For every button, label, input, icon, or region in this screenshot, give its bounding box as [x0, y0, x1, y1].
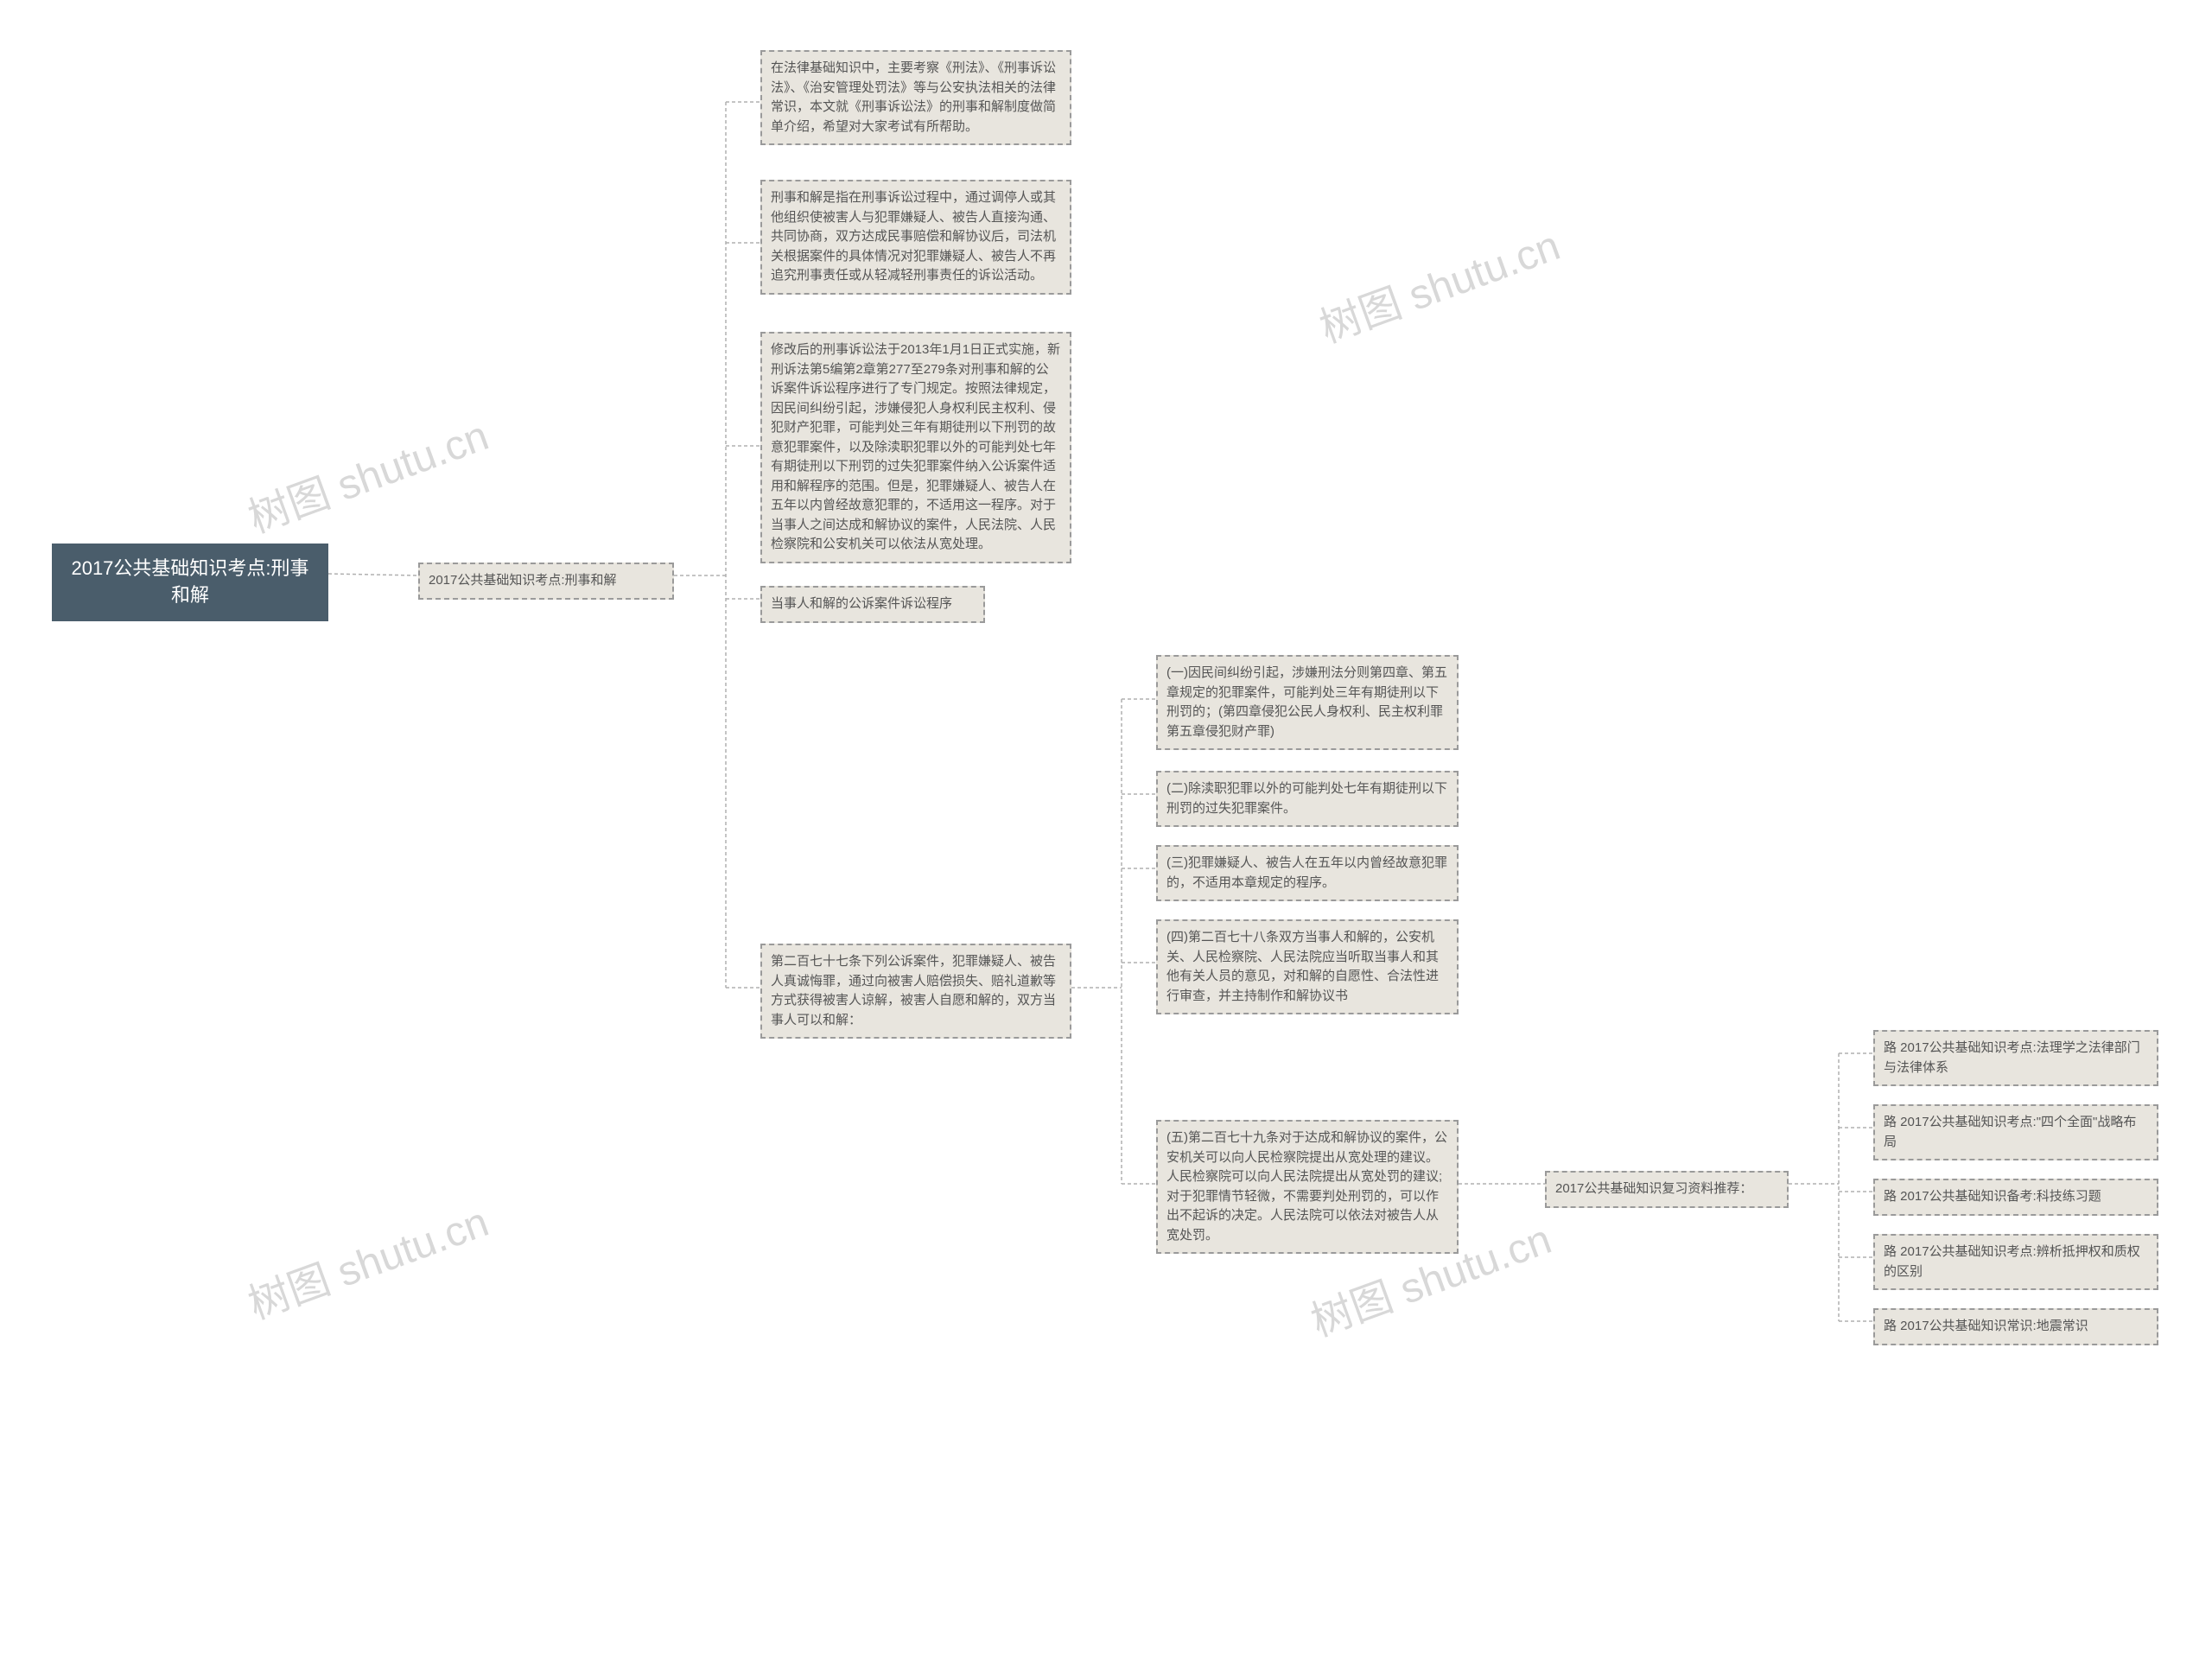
node-label: 第二百七十七条下列公诉案件，犯罪嫌疑人、被告人真诚悔罪，通过向被害人赔偿损失、赔… [771, 954, 1056, 1027]
root-label: 2017公共基础知识考点:刑事和解 [71, 557, 308, 606]
node-label: 路 2017公共基础知识备考:科技练习题 [1884, 1189, 2101, 1204]
node-label: (二)除渎职犯罪以外的可能判处七年有期徒刑以下刑罚的过失犯罪案件。 [1166, 781, 1447, 816]
mindmap-node: 当事人和解的公诉案件诉讼程序 [760, 586, 985, 623]
mindmap-node: 第二百七十七条下列公诉案件，犯罪嫌疑人、被告人真诚悔罪，通过向被害人赔偿损失、赔… [760, 944, 1071, 1039]
node-label: 路 2017公共基础知识考点:辨析抵押权和质权的区别 [1884, 1244, 2140, 1279]
connector-lines [0, 0, 2212, 1653]
mindmap-node: 在法律基础知识中，主要考察《刑法》、《刑事诉讼法》、《治安管理处罚法》等与公安执… [760, 50, 1071, 145]
mindmap-node-lvl1: 2017公共基础知识考点:刑事和解 [418, 563, 674, 600]
mindmap-root: 2017公共基础知识考点:刑事和解 [52, 544, 328, 621]
node-label: 修改后的刑事诉讼法于2013年1月1日正式实施，新刑诉法第5编第2章第277至2… [771, 342, 1060, 551]
node-label: 2017公共基础知识考点:刑事和解 [429, 573, 617, 588]
node-label: 路 2017公共基础知识考点:"四个全面"战略布局 [1884, 1115, 2136, 1149]
watermark: 树图 shutu.cn [238, 1188, 495, 1331]
watermark: 树图 shutu.cn [1310, 212, 1567, 354]
node-label: 在法律基础知识中，主要考察《刑法》、《刑事诉讼法》、《治安管理处罚法》等与公安执… [771, 60, 1056, 134]
mindmap-node: 修改后的刑事诉讼法于2013年1月1日正式实施，新刑诉法第5编第2章第277至2… [760, 332, 1071, 563]
mindmap-node: 路 2017公共基础知识考点:"四个全面"战略布局 [1873, 1104, 2158, 1160]
node-label: (四)第二百七十八条双方当事人和解的，公安机关、人民检察院、人民法院应当听取当事… [1166, 930, 1439, 1003]
mindmap-node: (二)除渎职犯罪以外的可能判处七年有期徒刑以下刑罚的过失犯罪案件。 [1156, 771, 1459, 827]
mindmap-node: (一)因民间纠纷引起，涉嫌刑法分则第四章、第五章规定的犯罪案件，可能判处三年有期… [1156, 655, 1459, 750]
mindmap-node: 路 2017公共基础知识备考:科技练习题 [1873, 1179, 2158, 1216]
node-label: (五)第二百七十九条对于达成和解协议的案件，公安机关可以向人民检察院提出从宽处理… [1166, 1130, 1447, 1243]
mindmap-node: 路 2017公共基础知识常识:地震常识 [1873, 1308, 2158, 1345]
mindmap-node: 路 2017公共基础知识考点:辨析抵押权和质权的区别 [1873, 1234, 2158, 1290]
node-label: 路 2017公共基础知识考点:法理学之法律部门与法律体系 [1884, 1040, 2140, 1075]
node-label: 2017公共基础知识复习资料推荐： [1555, 1181, 1752, 1196]
mindmap-node: 刑事和解是指在刑事诉讼过程中，通过调停人或其他组织使被害人与犯罪嫌疑人、被告人直… [760, 180, 1071, 295]
node-label: (一)因民间纠纷引起，涉嫌刑法分则第四章、第五章规定的犯罪案件，可能判处三年有期… [1166, 665, 1447, 739]
watermark: 树图 shutu.cn [238, 402, 495, 544]
mindmap-node-recommend: 2017公共基础知识复习资料推荐： [1545, 1171, 1789, 1208]
node-label: 刑事和解是指在刑事诉讼过程中，通过调停人或其他组织使被害人与犯罪嫌疑人、被告人直… [771, 190, 1056, 283]
node-label: 路 2017公共基础知识常识:地震常识 [1884, 1319, 2088, 1333]
mindmap-node: (三)犯罪嫌疑人、被告人在五年以内曾经故意犯罪的，不适用本章规定的程序。 [1156, 845, 1459, 901]
node-label: 当事人和解的公诉案件诉讼程序 [771, 596, 952, 611]
mindmap-node: (五)第二百七十九条对于达成和解协议的案件，公安机关可以向人民检察院提出从宽处理… [1156, 1120, 1459, 1254]
mindmap-node: (四)第二百七十八条双方当事人和解的，公安机关、人民检察院、人民法院应当听取当事… [1156, 919, 1459, 1014]
node-label: (三)犯罪嫌疑人、被告人在五年以内曾经故意犯罪的，不适用本章规定的程序。 [1166, 855, 1447, 890]
mindmap-node: 路 2017公共基础知识考点:法理学之法律部门与法律体系 [1873, 1030, 2158, 1086]
